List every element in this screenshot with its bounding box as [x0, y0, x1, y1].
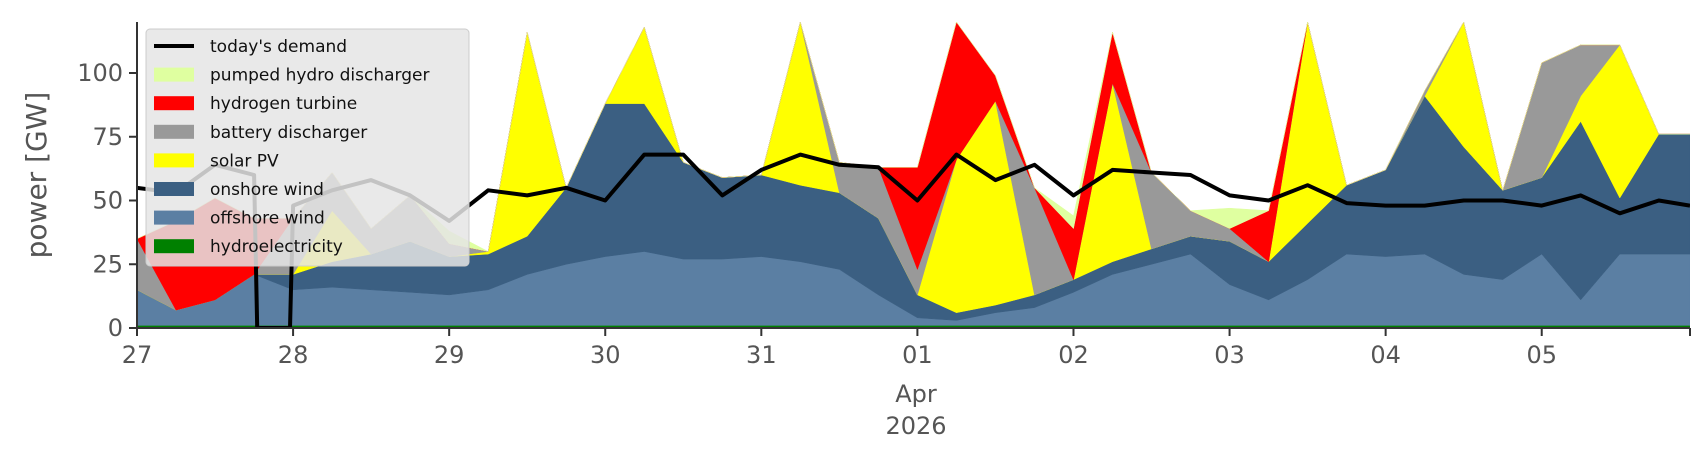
legend-label-today-s-demand: today's demand: [210, 37, 347, 57]
x-tick-year-label: 2026: [885, 412, 946, 440]
y-tick-label: 100: [77, 59, 123, 87]
legend-label-offshore-wind: offshore wind: [210, 209, 325, 229]
x-tick-label: 29: [434, 341, 465, 369]
legend-label-pumped-hydro-discharger: pumped hydro discharger: [210, 66, 429, 86]
y-tick-label: 0: [108, 314, 123, 342]
legend-box: [145, 28, 470, 267]
x-tick-label: 02: [1058, 341, 1089, 369]
legend-label-hydrogen-turbine: hydrogen turbine: [210, 94, 357, 114]
y-axis-title: power [GW]: [20, 92, 53, 259]
legend-label-battery-discharger: battery discharger: [210, 123, 367, 143]
y-tick-label: 25: [92, 250, 123, 278]
x-tick-label: 30: [590, 341, 621, 369]
legend: today's demand pumped hydro discharger hyd…: [145, 28, 470, 267]
legend-label-hydroelectricity: hydroelectricity: [210, 237, 343, 257]
x-tick-label: 31: [746, 341, 777, 369]
legend-swatch-pumped-hydro-discharger: [154, 67, 194, 82]
y-tick-label: 75: [92, 123, 123, 151]
x-tick-label: 01: [902, 341, 933, 369]
legend-swatch-hydroelectricity: [154, 239, 194, 254]
legend-swatch-hydrogen-turbine: [154, 96, 194, 111]
y-tick-label: 50: [92, 187, 123, 215]
x-tick-label: 27: [122, 341, 153, 369]
axes: power [GW] Apr 2026 0 25 50 75 100 27 28 29 30 31…: [20, 22, 1691, 440]
stacked-areas: [137, 22, 1690, 328]
x-tick-label: 05: [1526, 341, 1557, 369]
x-tick-label: 28: [278, 341, 309, 369]
legend-swatch-battery-discharger: [154, 124, 194, 139]
legend-label-onshore-wind: onshore wind: [210, 180, 324, 200]
area-pumped-hydro-discharger: [137, 22, 1690, 252]
legend-swatch-offshore-wind: [154, 210, 194, 225]
legend-swatch-solar-pv: [154, 153, 194, 168]
legend-swatch-onshore-wind: [154, 182, 194, 196]
legend-label-solar-pv: solar PV: [210, 151, 279, 171]
x-tick-month-label: Apr: [895, 380, 937, 408]
x-tick-label: 04: [1370, 341, 1401, 369]
x-tick-label: 03: [1214, 341, 1245, 369]
